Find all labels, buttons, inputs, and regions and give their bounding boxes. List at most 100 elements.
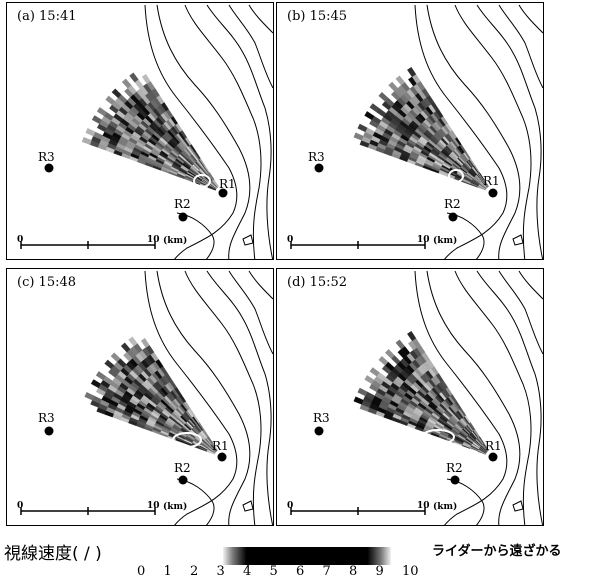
scale-start-label: 0: [17, 235, 24, 245]
map-canvas: [290, 4, 543, 259]
island-outline: [242, 234, 254, 246]
site-label-r1: R1: [483, 174, 500, 188]
scale-end-label: 10: [147, 501, 160, 511]
echo-cell: [104, 359, 115, 370]
echo-cell: [357, 123, 368, 133]
lidar-scan-sector: [81, 72, 219, 191]
contour-line: [426, 4, 521, 259]
scale-bar: [290, 507, 426, 515]
contour-line: [476, 4, 543, 259]
island-outline: [242, 500, 254, 512]
echo-cell: [95, 371, 106, 381]
legend-title: 視線速度( / ): [4, 544, 102, 564]
site-label-r2: R2: [174, 197, 191, 211]
contour-line: [156, 4, 251, 259]
scale-end-label: 10: [417, 501, 430, 511]
scale-start-label: 0: [17, 501, 24, 511]
contour-line: [498, 270, 543, 355]
map-canvas: [20, 270, 273, 525]
echo-cell: [90, 379, 101, 389]
panel-c: (c) 15:48 R3 R1 R2 0 10 (km): [6, 268, 274, 526]
site-marker-r1: [488, 188, 498, 198]
contour-line: [228, 4, 273, 89]
echo-cell: [81, 136, 92, 145]
echo-cell: [91, 115, 102, 125]
site-marker-r3: [314, 163, 324, 173]
coastline-contours: [414, 270, 543, 525]
coastline-contours: [144, 270, 273, 525]
contour-line: [206, 4, 273, 259]
site-marker-r3: [314, 426, 324, 436]
site-marker-r3: [44, 163, 54, 173]
echo-cell: [407, 66, 417, 78]
site-marker-r1: [217, 452, 227, 462]
contour-line: [248, 4, 273, 34]
echo-cell: [111, 88, 122, 99]
legend-tick-label: 5: [269, 564, 278, 579]
legend-tick-label: 2: [190, 564, 199, 579]
panel-label: (a) 15:41: [17, 9, 77, 24]
echo-cell: [96, 107, 107, 117]
panel-label: (d) 15:52: [287, 275, 348, 290]
lidar-scan-sector: [353, 330, 489, 455]
site-marker-r1: [488, 452, 498, 462]
legend-tick-label: 6: [296, 564, 305, 579]
scale-unit-label: (km): [163, 502, 188, 512]
echo-cell: [141, 73, 151, 84]
legend-note: ライダーから遠ざかる: [432, 544, 562, 559]
lidar-scan-sector: [353, 66, 489, 191]
echo-cell: [105, 95, 116, 106]
site-label-r2: R2: [446, 461, 463, 475]
legend-tick-label: 3: [216, 564, 225, 579]
echo-cell: [384, 349, 395, 359]
contour-line: [176, 212, 215, 259]
panel-a: (a) 15:41 R3 R1 R2 0 10 (km): [6, 2, 274, 260]
contour-line: [156, 270, 251, 525]
feature-ellipse: [193, 174, 211, 188]
legend-tick-label: 9: [375, 564, 384, 579]
echo-cell: [378, 355, 389, 366]
echo-cell: [364, 111, 375, 121]
contour-line: [144, 4, 238, 259]
scale-start-label: 0: [287, 235, 294, 245]
site-label-r3: R3: [38, 411, 55, 425]
site-label-r3: R3: [313, 411, 330, 425]
echo-cell: [128, 336, 138, 347]
scale-end-label: 10: [417, 235, 430, 245]
echo-cell: [395, 75, 405, 86]
echo-cell: [85, 128, 96, 137]
echo-cell: [120, 342, 131, 353]
contour-line: [144, 270, 238, 525]
echo-cell: [140, 337, 150, 348]
legend-tick-label: 4: [243, 564, 252, 579]
scale-unit-label: (km): [163, 236, 188, 246]
contour-line: [426, 270, 521, 525]
contour-line: [414, 4, 508, 259]
contour-line: [248, 270, 273, 300]
scale-unit-label: (km): [433, 502, 458, 512]
scale-bar: [290, 241, 426, 249]
site-label-r2: R2: [444, 197, 461, 211]
contour-line: [228, 270, 273, 355]
contour-line: [454, 270, 532, 525]
scale-bar: [20, 507, 156, 515]
feature-ellipse: [448, 169, 464, 183]
lidar-scan-sector: [84, 336, 218, 455]
site-marker-r2: [450, 475, 460, 485]
feature-ellipse: [421, 429, 455, 445]
contour-line: [184, 270, 262, 525]
contour-line: [446, 212, 485, 259]
feature-ellipse: [172, 432, 202, 448]
site-marker-r3: [44, 426, 54, 436]
echo-cell: [364, 375, 375, 385]
contour-line: [206, 270, 273, 525]
echo-cell: [407, 330, 417, 342]
site-label-r3: R3: [308, 150, 325, 164]
map-canvas: [290, 270, 543, 525]
contour-line: [518, 270, 543, 300]
contour-line: [476, 270, 543, 525]
echo-cell: [353, 132, 364, 141]
contour-line: [176, 478, 215, 525]
contour-line: [414, 270, 508, 525]
echo-cell: [388, 81, 399, 92]
